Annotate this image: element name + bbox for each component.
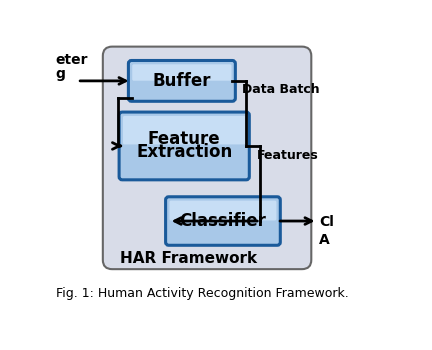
FancyBboxPatch shape [128, 61, 235, 101]
Text: Fig. 1: Human Activity Recognition Framework.: Fig. 1: Human Activity Recognition Frame… [56, 287, 348, 300]
Text: Feature: Feature [148, 131, 220, 148]
FancyBboxPatch shape [132, 64, 232, 81]
Text: Classifier: Classifier [180, 212, 267, 230]
Text: Data Batch: Data Batch [241, 83, 319, 96]
Text: Features: Features [257, 149, 319, 162]
Text: eter: eter [56, 53, 88, 67]
Text: A: A [319, 233, 330, 247]
Text: HAR Framework: HAR Framework [120, 251, 257, 266]
Text: Buffer: Buffer [152, 72, 211, 90]
FancyBboxPatch shape [103, 47, 311, 269]
Text: Cl: Cl [319, 215, 334, 229]
FancyBboxPatch shape [123, 116, 245, 145]
FancyBboxPatch shape [165, 197, 280, 245]
FancyBboxPatch shape [169, 201, 276, 220]
Text: g: g [56, 66, 65, 80]
Text: Extraction: Extraction [136, 144, 232, 161]
FancyBboxPatch shape [119, 112, 249, 180]
